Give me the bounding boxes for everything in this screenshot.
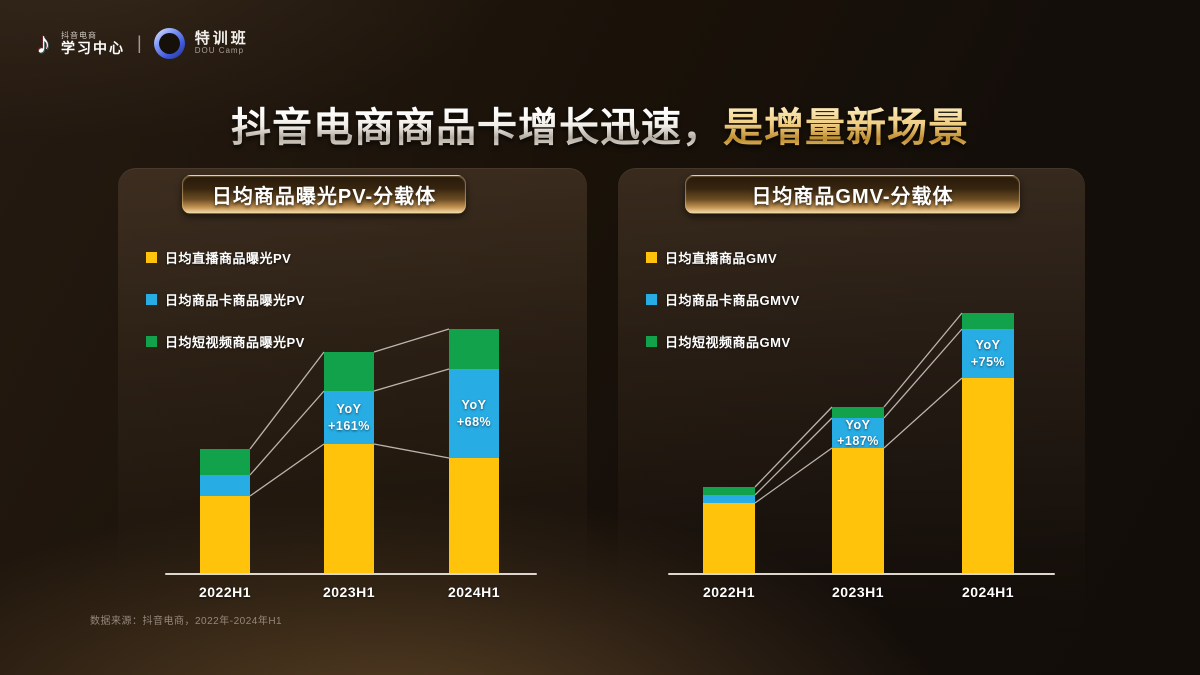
connector-line: [754, 447, 833, 504]
legend-label: 日均短视频商品曝光PV: [165, 335, 305, 350]
legend-item: 日均短视频商品GMV: [646, 332, 800, 351]
bar-segment-card: [324, 391, 374, 444]
axis-category-label: 2022H1: [198, 584, 252, 600]
legend-swatch-icon: [146, 252, 157, 263]
legend-item: 日均直播商品GMV: [646, 248, 800, 267]
bar-segment-video: [832, 407, 884, 418]
connector-line: [249, 351, 325, 450]
legend-item: 日均商品卡商品曝光PV: [146, 290, 305, 309]
legend-label: 日均直播商品GMV: [665, 251, 778, 266]
axis-category-label: 2023H1: [322, 584, 376, 600]
bar-segment-video: [200, 449, 250, 475]
legend-swatch-icon: [146, 336, 157, 347]
bar-segment-card: [703, 495, 755, 503]
legend-label: 日均短视频商品GMV: [665, 335, 791, 350]
connector-lines: [754, 312, 963, 504]
chart-legend: 日均直播商品GMV 日均商品卡商品GMVV 日均短视频商品GMV: [646, 248, 800, 351]
x-axis-line: [165, 573, 537, 575]
chart-legend: 日均直播商品曝光PV 日均商品卡商品曝光PV 日均短视频商品曝光PV: [146, 248, 305, 351]
axis-category-label: 2023H1: [831, 584, 885, 600]
legend-label: 日均商品卡商品GMVV: [665, 293, 800, 308]
bar-segment-video: [449, 329, 499, 369]
gmv-chart-title: 日均商品GMV-分载体: [751, 186, 954, 208]
axis-category-label: 2024H1: [447, 584, 501, 600]
bar-segment-live: [832, 448, 884, 574]
bar-segment-video: [703, 487, 755, 495]
bar-segment-live: [703, 503, 755, 574]
badge-text-block: 特训班 DOU Camp: [194, 29, 249, 56]
bar-segment-card: [832, 418, 884, 448]
bar-segment-live: [449, 458, 499, 574]
legend-swatch-icon: [146, 294, 157, 305]
axis-category-label: 2022H1: [702, 584, 756, 600]
data-source-footnote: 数据来源：抖音电商，2022年-2024年H1: [90, 616, 283, 627]
bar-segment-live: [200, 496, 250, 574]
connector-line: [883, 328, 963, 419]
gmv-chart-panel: 日均商品GMV-分载体 日均直播商品GMV 日均商品卡商品GMVV 日均短视频商品G…: [618, 168, 1085, 632]
connector-line: [373, 443, 450, 459]
legend-item: 日均直播商品曝光PV: [146, 248, 305, 267]
connector-line: [373, 368, 450, 392]
pv-chart-title-pill: 日均商品曝光PV-分载体: [182, 175, 466, 214]
brand-header: ♪ 抖音电商 学习中心 | 特训班 DOU Camp: [36, 28, 249, 59]
legend-item: 日均商品卡商品GMVV: [646, 290, 800, 309]
bar-segment-live: [962, 378, 1014, 574]
bar-segment-video: [324, 352, 374, 391]
dou-camp-ring-icon: [154, 28, 185, 59]
bar-segment-live: [324, 444, 374, 574]
connector-line: [883, 377, 963, 449]
legend-swatch-icon: [646, 252, 657, 263]
slide-title-normal: 抖音电商商品卡增长迅速，: [231, 105, 723, 150]
bar-segment-video: [962, 313, 1014, 329]
bar-segment-card: [449, 369, 499, 458]
pv-stacked-bar-chart: 日均直播商品曝光PV 日均商品卡商品曝光PV 日均短视频商品曝光PV 2022H1 Yo…: [118, 168, 587, 632]
connector-line: [249, 390, 325, 476]
x-axis-line: [668, 573, 1055, 575]
slide-title-highlight: 是增量新场景: [723, 105, 969, 150]
brand-small-label: 抖音电商: [61, 30, 97, 40]
bar-segment-card: [962, 329, 1014, 378]
connector-line: [754, 406, 833, 488]
pv-chart-panel: 日均商品曝光PV-分载体 日均直播商品曝光PV 日均商品卡商品曝光PV 日均短视频商…: [118, 168, 587, 632]
badge-title: 特训班: [194, 29, 249, 47]
connector-line: [754, 417, 833, 496]
axis-category-label: 2024H1: [961, 584, 1015, 600]
brand-divider: |: [137, 33, 142, 53]
brand-main-label: 学习中心: [61, 40, 125, 57]
legend-swatch-icon: [646, 336, 657, 347]
legend-item: 日均短视频商品曝光PV: [146, 332, 305, 351]
legend-label: 日均商品卡商品曝光PV: [165, 293, 305, 308]
connector-lines: [249, 328, 450, 497]
bar-segment-card: [200, 475, 250, 496]
pv-chart-title: 日均商品曝光PV-分载体: [211, 186, 437, 208]
gmv-stacked-bar-chart: 日均直播商品GMV 日均商品卡商品GMVV 日均短视频商品GMV 2022H1 YoY +…: [618, 168, 1085, 632]
tiktok-note-icon: ♪: [36, 26, 51, 60]
connector-line: [373, 328, 450, 353]
slide-title: 抖音电商商品卡增长迅速，是增量新场景: [0, 95, 1200, 153]
badge-subtitle: DOU Camp: [194, 46, 245, 56]
gmv-chart-title-pill: 日均商品GMV-分载体: [685, 175, 1020, 214]
brand-text-block: 抖音电商 学习中心: [61, 31, 125, 56]
legend-label: 日均直播商品曝光PV: [165, 251, 292, 266]
connector-line: [249, 443, 325, 497]
legend-swatch-icon: [646, 294, 657, 305]
connector-line: [883, 312, 963, 408]
